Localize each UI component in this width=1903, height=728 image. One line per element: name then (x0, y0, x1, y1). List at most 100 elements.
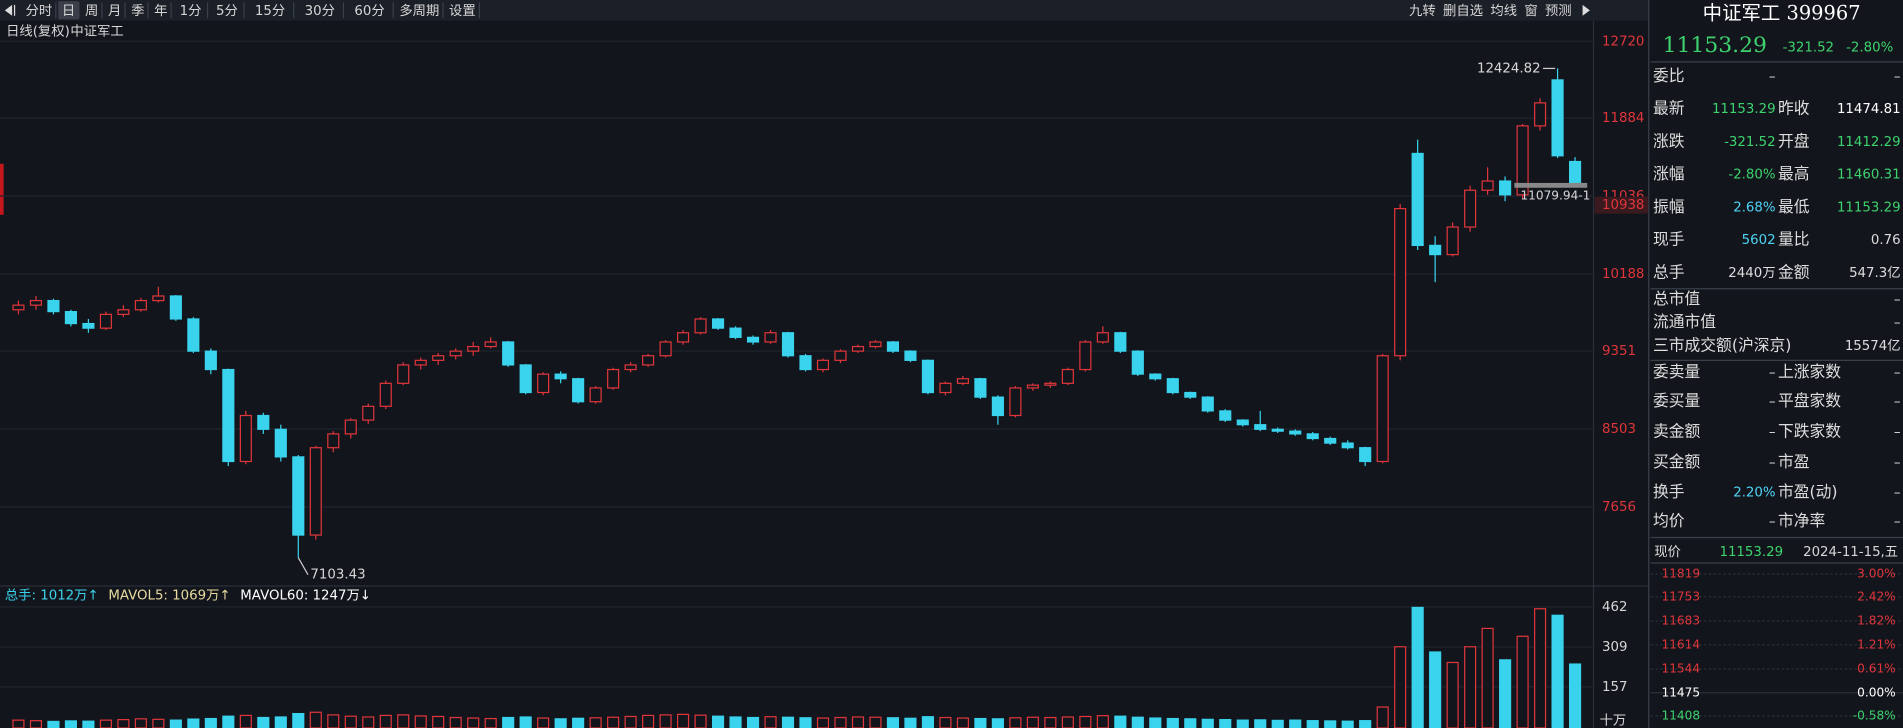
volume-bar (1411, 606, 1424, 728)
quote-title: 中证军工 399967 (1703, 2, 1861, 25)
quote-value: – (1894, 69, 1901, 84)
quote-value: 11474.81 (1837, 102, 1901, 117)
volume-bar (327, 714, 340, 728)
toolbar-item[interactable]: 设置 (449, 3, 476, 19)
quote-label: 总手 (1653, 263, 1685, 282)
quote-value: 2440万 (1728, 266, 1775, 281)
volume-bar (414, 715, 427, 728)
toolbar-item[interactable]: 日 (62, 4, 75, 19)
volume-bar (607, 716, 620, 728)
candle-body (642, 355, 655, 366)
candle-body (344, 419, 357, 435)
toolbar-item[interactable]: 60分 (354, 3, 384, 19)
candle-body (519, 364, 532, 394)
candle-body (1446, 226, 1459, 256)
candle-body (851, 345, 865, 352)
candle-body (624, 364, 637, 371)
quote-label: 均价 (1653, 511, 1685, 530)
candle-body (1464, 189, 1477, 228)
candle-body (362, 405, 375, 421)
volume-bar (1289, 719, 1302, 728)
candle-body (1201, 396, 1214, 412)
volume-bar (47, 720, 60, 728)
candle-body (746, 336, 760, 343)
volume-bar (956, 717, 969, 728)
toolbar-item[interactable]: 删自选 (1443, 3, 1483, 19)
quote-label: 最高 (1778, 164, 1810, 183)
volume-bar (1149, 717, 1162, 728)
volume-tick-label: 157 (1602, 680, 1627, 695)
volume-bar (12, 719, 25, 728)
toolbar-item[interactable]: 月 (108, 4, 121, 19)
candle-body (1551, 79, 1564, 157)
candle-body (694, 318, 707, 334)
candle-body (1044, 382, 1057, 386)
toolbar-item[interactable]: 周 (85, 4, 98, 19)
candle-body (292, 456, 305, 536)
volume-bar (449, 716, 462, 728)
quote-label: 市盈 (1778, 452, 1810, 471)
quote-value: – (1769, 455, 1776, 470)
toolbar-item[interactable]: 均线 (1490, 3, 1517, 19)
toolbar-icon[interactable] (4, 4, 13, 16)
volume-bar (152, 718, 165, 728)
volume-bar (1481, 627, 1494, 728)
candle-body (222, 368, 235, 463)
candle-body (589, 387, 602, 403)
toolbar-item[interactable]: 1分 (180, 3, 202, 19)
candle-body (1079, 341, 1092, 371)
toolbar-item[interactable]: 季 (131, 3, 144, 19)
volume-bar (134, 718, 147, 728)
toolbar-item[interactable]: 5分 (216, 3, 238, 19)
volume-bar (1394, 646, 1407, 728)
volume-bar (1499, 659, 1512, 728)
toolbar-item[interactable]: 年 (154, 3, 167, 19)
candle-body (152, 295, 165, 302)
candle-body (1184, 391, 1197, 398)
volume-bar (729, 716, 742, 728)
toolbar-item[interactable]: 30分 (305, 3, 335, 19)
toolbar-item[interactable]: 15分 (255, 3, 285, 19)
quote-label: 金额 (1778, 263, 1810, 282)
toolbar-icon[interactable] (1582, 4, 1590, 16)
volume-tick-label: 462 (1602, 600, 1627, 615)
volume-bar (1096, 715, 1109, 728)
candle-body (1114, 332, 1127, 352)
y-tick-label: 7656 (1602, 500, 1636, 515)
quote-value: – (1769, 425, 1776, 440)
quote-label: 涨幅 (1653, 164, 1685, 183)
toolbar-item[interactable]: 分时 (26, 3, 53, 19)
quote-value: – (1769, 395, 1776, 410)
quote-label: 量比 (1778, 230, 1810, 249)
toolbar-item[interactable]: 九转 (1409, 3, 1436, 19)
volume-bar (1568, 663, 1582, 728)
volume-bar (1201, 718, 1214, 728)
candle-body (1166, 378, 1179, 394)
intraday-price-tick: 11475 (1661, 685, 1700, 699)
price-marker-box (1594, 196, 1649, 214)
candle-body (886, 341, 900, 352)
quote-value: – (1894, 365, 1901, 380)
candle-body (239, 414, 252, 463)
quote-label: 现手 (1653, 230, 1685, 249)
candle-body (1306, 433, 1319, 440)
volume-bar (659, 714, 672, 728)
quote-label: 卖金额 (1653, 421, 1701, 440)
volume-bar (781, 716, 795, 728)
volume-bar (362, 716, 375, 728)
quote-label: 三市成交额(沪深京) (1653, 335, 1791, 354)
candle-body (432, 355, 445, 361)
quote-label: 市净率 (1778, 511, 1825, 530)
volume-bar (624, 715, 637, 728)
toolbar-item[interactable]: 预测 (1545, 3, 1572, 19)
quote-value: 0.76 (1871, 233, 1901, 248)
quote-value: – (1894, 293, 1901, 308)
candle-body (781, 332, 795, 357)
volume-bar (711, 715, 725, 728)
candle-body (1061, 368, 1074, 384)
volume-bar (834, 716, 847, 728)
volume-bar (589, 717, 602, 728)
toolbar-item[interactable]: 窗 (1524, 2, 1537, 19)
toolbar-item[interactable]: 多周期 (399, 2, 439, 19)
